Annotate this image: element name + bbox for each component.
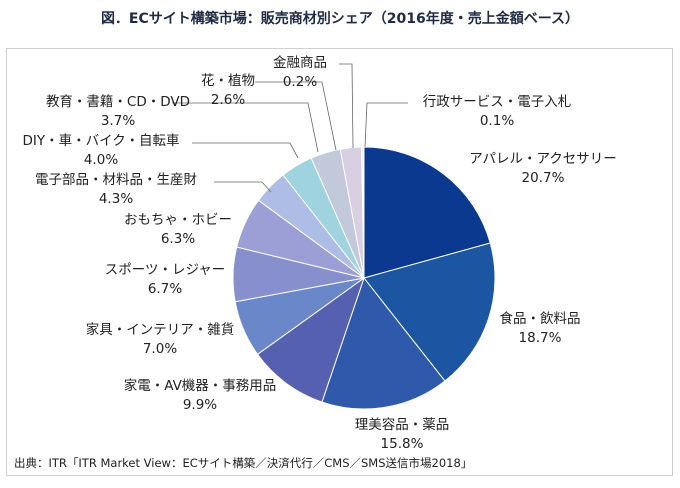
slice-name: 家電・AV機器・事務用品 (123, 378, 277, 394)
data-label-1: 食品・飲料品 18.7% (500, 310, 581, 348)
data-label-5: スポーツ・レジャー 6.7% (105, 261, 226, 299)
slice-value: 2.6% (210, 92, 246, 108)
data-label-12: 行政サービス・電子入札 0.1% (423, 93, 572, 131)
data-label-8: DIY・車・バイク・自転車 4.0% (22, 132, 179, 170)
pie-slice-1 (363, 242, 496, 382)
leader-line-11 (339, 63, 354, 149)
slice-name: 理美容品・薬品 (354, 417, 450, 433)
slice-name: アパレル・アクセサリー (469, 151, 617, 167)
leader-line-7 (214, 181, 272, 193)
slice-value: 6.7% (147, 281, 183, 297)
slice-name: 家具・インテリア・雑貨 (85, 322, 235, 338)
data-label-6: おもちゃ・ホビー 6.3% (124, 211, 232, 249)
slice-value: 6.3% (160, 231, 196, 247)
slice-name: 金融商品 (273, 55, 327, 71)
chart-frame (6, 48, 673, 476)
slice-name: おもちゃ・ホビー (124, 212, 232, 228)
data-label-0: アパレル・アクセサリー 20.7% (469, 150, 617, 188)
slice-value: 4.0% (83, 152, 119, 168)
slice-value: 4.3% (98, 191, 134, 207)
slice-name: DIY・車・バイク・自転車 (22, 133, 180, 149)
slice-name: 電子部品・材料品・生産財 (35, 172, 197, 188)
data-label-10: 花・植物 2.6% (201, 72, 255, 110)
data-label-7: 電子部品・材料品・生産財 4.3% (35, 171, 197, 209)
slice-value: 0.2% (282, 74, 318, 90)
slice-value: 9.9% (182, 397, 218, 413)
data-label-11: 金融商品 0.2% (273, 54, 327, 92)
slice-value: 18.7% (518, 330, 562, 346)
slice-name: 行政サービス・電子入札 (422, 94, 572, 110)
pie-slice-2 (321, 276, 446, 410)
leader-line-8 (192, 142, 299, 159)
chart-title: 図．ECサイト構築市場：販売商材別シェア（2016年度・売上金額ベース） (100, 11, 580, 27)
slice-value: 3.7% (100, 113, 136, 129)
slice-name: 教育・書籍・CD・DVD (45, 94, 191, 110)
leader-line-12 (364, 102, 408, 148)
data-label-2: 理美容品・薬品 15.8% (355, 416, 450, 454)
slice-name: スポーツ・レジャー (104, 262, 226, 278)
pie-slice-0 (363, 146, 491, 279)
data-label-4: 家具・インテリア・雑貨 7.0% (86, 321, 235, 359)
pie-slice-12 (362, 146, 365, 279)
slice-value: 0.1% (479, 113, 515, 129)
source-note: 出典：ITR「ITR Market View：ECサイト構築／決済代行／CMS／… (14, 456, 473, 470)
data-label-3: 家電・AV機器・事務用品 9.9% (124, 377, 277, 415)
slice-name: 食品・飲料品 (499, 311, 581, 327)
slice-value: 7.0% (142, 341, 178, 357)
leader-line-9 (172, 102, 319, 153)
slice-value: 15.8% (380, 436, 424, 452)
slice-value: 20.7% (521, 170, 565, 186)
leader-line-10 (255, 81, 337, 151)
pie-slice-3 (256, 276, 365, 403)
data-label-9: 教育・書籍・CD・DVD 3.7% (46, 93, 190, 131)
slice-name: 花・植物 (201, 73, 255, 89)
